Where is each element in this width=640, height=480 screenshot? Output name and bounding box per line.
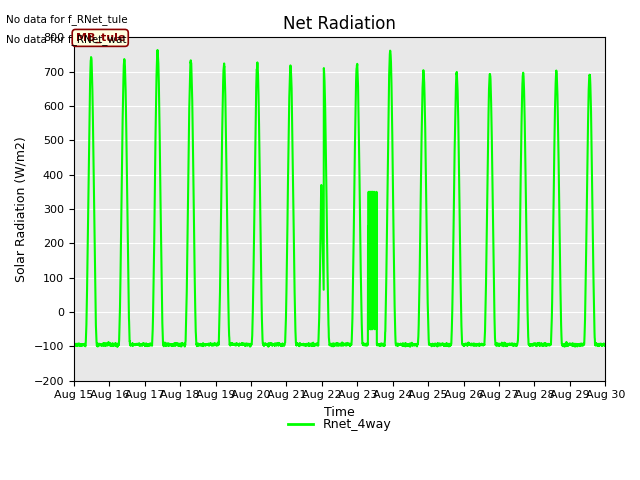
Legend: Rnet_4way: Rnet_4way bbox=[283, 413, 396, 436]
Text: No data for f_RNet_tule: No data for f_RNet_tule bbox=[6, 14, 128, 25]
Text: MB_tule: MB_tule bbox=[76, 33, 125, 43]
Y-axis label: Solar Radiation (W/m2): Solar Radiation (W/m2) bbox=[15, 136, 28, 282]
X-axis label: Time: Time bbox=[324, 406, 355, 419]
Title: Net Radiation: Net Radiation bbox=[283, 15, 396, 33]
Text: No data for f_RNet_wat: No data for f_RNet_wat bbox=[6, 34, 127, 45]
